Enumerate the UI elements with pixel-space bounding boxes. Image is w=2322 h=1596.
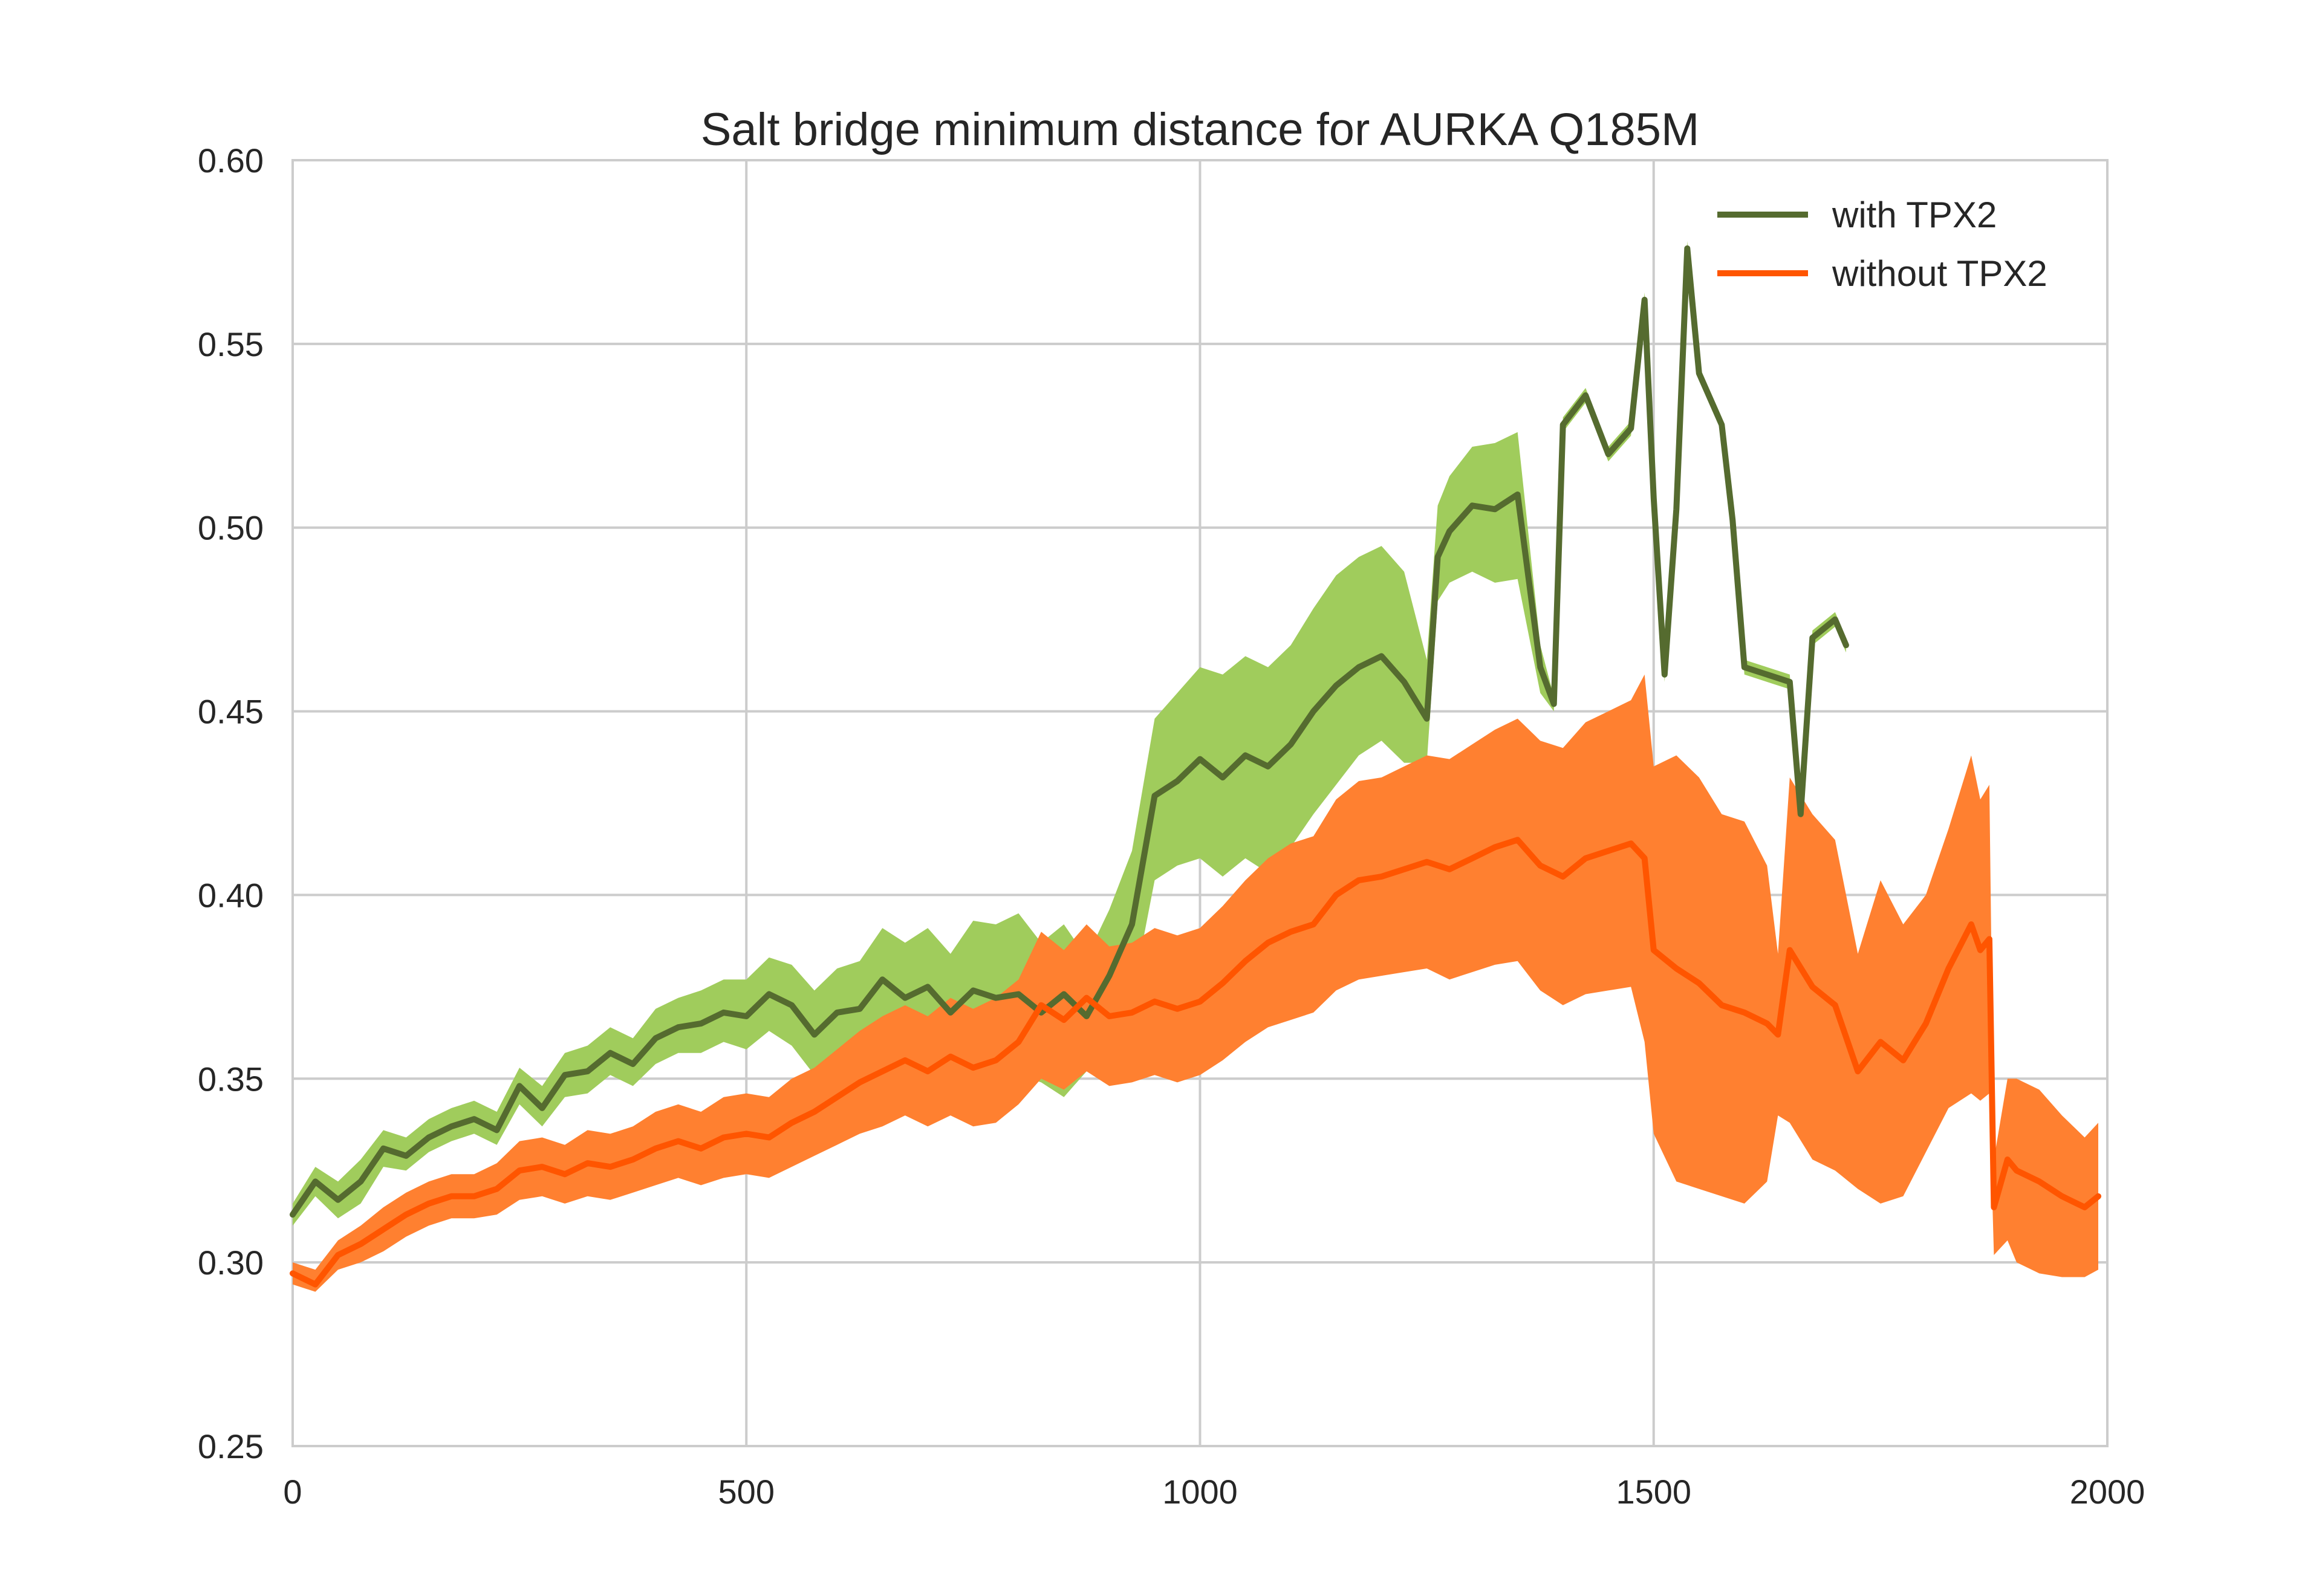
x-tick-label: 1500 (1616, 1473, 1691, 1511)
series-lines (290, 245, 2101, 1288)
y-tick-label: 0.30 (198, 1244, 264, 1282)
y-tick-label: 0.25 (198, 1427, 264, 1465)
band-with-tpx2 (293, 241, 1846, 1226)
band-without-tpx2 (293, 674, 2098, 1292)
plot-frame (291, 159, 2109, 1447)
x-tick-label: 500 (718, 1473, 775, 1511)
legend-label-with-tpx2: with TPX2 (1832, 195, 1997, 235)
y-tick-label: 0.45 (198, 693, 264, 731)
y-axis-ticks: 0.25 0.30 0.35 0.40 0.45 0.50 0.55 0.60 (198, 141, 264, 1465)
confidence-bands (293, 241, 2098, 1292)
x-tick-label: 2000 (2070, 1473, 2145, 1511)
y-tick-label: 0.60 (198, 141, 264, 180)
legend: with TPX2 without TPX2 (1717, 195, 2047, 294)
y-tick-label: 0.35 (198, 1060, 264, 1098)
series-line-with-tpx2 (290, 245, 1849, 1218)
x-tick-label: 1000 (1162, 1473, 1238, 1511)
plot-border (291, 159, 2109, 1447)
series-line-without-tpx2 (290, 837, 2101, 1288)
x-axis-ticks: 0 500 1000 1500 2000 (283, 1473, 2145, 1511)
y-tick-label: 0.40 (198, 876, 264, 914)
y-tick-label: 0.50 (198, 509, 264, 547)
legend-label-without-tpx2: without TPX2 (1832, 253, 2047, 294)
y-tick-label: 0.55 (198, 325, 264, 363)
x-tick-label: 0 (283, 1473, 302, 1511)
chart-title: Salt bridge minimum distance for AURKA Q… (701, 104, 1700, 155)
